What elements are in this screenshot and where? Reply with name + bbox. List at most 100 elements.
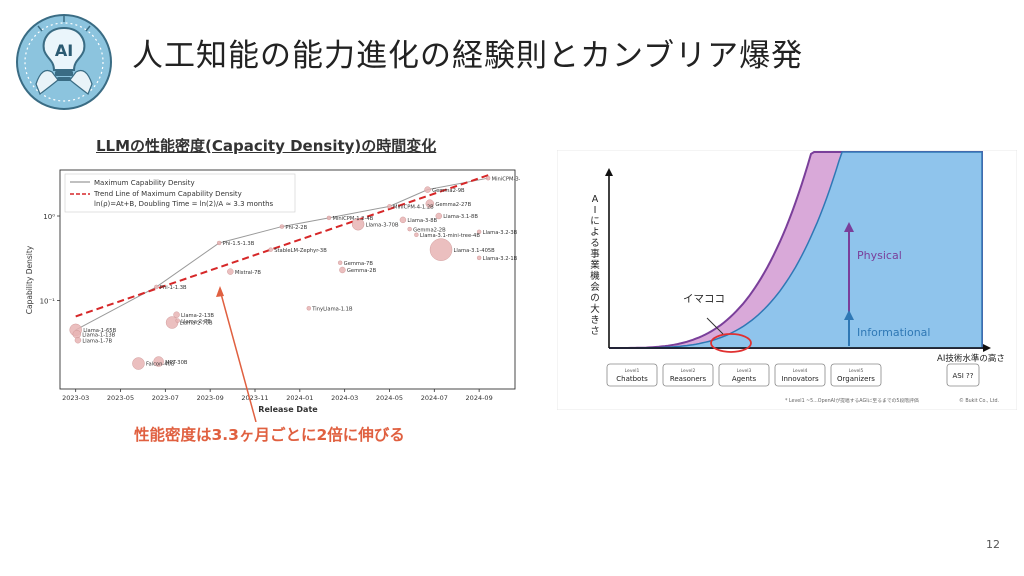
- level-name: Organizers: [837, 375, 875, 383]
- model-label: MiniCPM-1.2-4B: [332, 216, 373, 222]
- model-point: [175, 318, 180, 323]
- model-label: Llama-3.1-405B: [454, 248, 496, 254]
- here-now-pointer: [706, 317, 724, 335]
- informational-label: Informational: [857, 326, 930, 339]
- model-label: Llama-1-13B: [82, 332, 115, 338]
- y-tick-labels: 10⁻¹ 10⁰: [40, 213, 60, 306]
- level-number: Level5: [849, 368, 864, 374]
- model-point: [339, 266, 346, 274]
- model-point: [387, 204, 392, 209]
- page-number: 12: [986, 538, 1000, 551]
- model-point: [424, 186, 431, 193]
- level-name: ASI ??: [953, 372, 974, 380]
- lightbulb-icon: [42, 26, 86, 71]
- model-label: Phi-1.5-1.3B: [223, 241, 255, 247]
- model-point: [268, 247, 273, 252]
- level-name: Reasoners: [670, 375, 707, 383]
- left-chart-heading: LLMの性能密度(Capacity Density)の時間変化: [96, 137, 437, 155]
- footnote: * Level1 ~5...OpenAIが提唱するAGIに至るまでの5段階評価: [785, 397, 919, 404]
- level-name: Agents: [732, 375, 757, 383]
- model-point: [153, 356, 164, 367]
- y-axis-label-char: に: [590, 216, 600, 227]
- y-axis-label-char: 大: [590, 303, 600, 315]
- x-tick-label: 2023-03: [62, 394, 89, 402]
- caption-arrowhead: [216, 286, 224, 297]
- model-point: [351, 218, 365, 231]
- model-point: [399, 216, 407, 224]
- x-tick-label: 2023-05: [107, 394, 134, 402]
- level-number: Level3: [737, 368, 752, 374]
- x-tick-label: 2023-09: [197, 394, 224, 402]
- model-label: Mistral-7B: [235, 270, 262, 276]
- model-points: [69, 175, 491, 370]
- x-tick-label: 2023-11: [241, 394, 268, 402]
- model-label: Llama-3-70B: [366, 222, 399, 228]
- y-axis-label-char: の: [590, 293, 600, 304]
- ai-logo: AI: [16, 14, 112, 110]
- model-label: Falcon-40B: [146, 362, 175, 368]
- model-label: Llama-3.1-mini-tree-4B: [420, 233, 480, 239]
- y-axis-label-char: よ: [590, 227, 600, 238]
- model-label: Llama-3-8B: [407, 218, 437, 224]
- model-point: [279, 224, 285, 229]
- y-axis-label-char: さ: [590, 326, 600, 337]
- model-point: [74, 336, 82, 344]
- x-tick-label: 2024-07: [421, 394, 448, 402]
- model-point: [165, 316, 179, 329]
- level-number: Level2: [681, 368, 696, 374]
- informational-area: [609, 151, 983, 349]
- frontier-polyline: [75, 177, 489, 331]
- model-point: [72, 330, 82, 339]
- plot-frame: [59, 169, 516, 390]
- model-label: Llama-1-7B: [82, 338, 112, 344]
- here-now-label: イマココ: [683, 293, 725, 305]
- model-label: Gemma2-2B: [413, 227, 446, 233]
- model-label: MPT-30B: [165, 360, 188, 366]
- model-point: [429, 238, 453, 261]
- x-axis-label: AI技術水準の高さ: [937, 353, 1005, 364]
- y-axis-label-char: 機: [590, 270, 600, 282]
- y-tick-label: 10⁻¹: [40, 298, 56, 306]
- x-tick-labels: 2023-03 2023-05 2023-07 2023-09 2023-11 2024-…: [62, 389, 493, 402]
- level-number: Level1: [625, 368, 640, 374]
- model-point: [326, 215, 332, 221]
- x-tick-label: 2024-05: [376, 394, 403, 402]
- trend-dashed-line: [75, 173, 491, 318]
- model-label: Llama-2-70B: [180, 321, 213, 327]
- model-label: Llama-3.1-8B: [443, 214, 478, 220]
- model-point: [173, 311, 180, 318]
- level-name: Chatbots: [616, 375, 648, 383]
- legend-trend-formula: ln(ρ)=At+B, Doubling Time = ln(2)/A ≈ 3.…: [94, 200, 274, 208]
- model-point: [425, 199, 435, 208]
- model-point: [216, 240, 222, 246]
- model-label: Llama-1-65B: [83, 328, 116, 334]
- model-point: [485, 175, 491, 181]
- level-box-6: ASI ??: [946, 363, 980, 387]
- slide-title: 人工知能の能力進化の経験則とカンブリア爆発: [132, 38, 804, 74]
- model-label: Gemma2-9B: [432, 188, 465, 194]
- x-tick-label: 2024-09: [466, 394, 493, 402]
- model-label: Phi-1-1.3B: [160, 285, 187, 291]
- y-axis-label-char: き: [590, 315, 600, 326]
- model-point: [407, 226, 412, 232]
- y-axis-label-char: る: [590, 238, 600, 249]
- model-label: Llama-2-7B: [181, 319, 211, 325]
- frontier-line: [75, 177, 489, 331]
- model-point: [227, 268, 234, 275]
- model-label: Llama-3.2-3B: [483, 230, 518, 236]
- density-caption: 性能密度は3.3ヶ月ごとに2倍に伸びる: [134, 426, 405, 444]
- legend: Maximum Capability Density Trend Line of…: [64, 173, 296, 213]
- here-now-marker: [710, 333, 752, 353]
- x-tick-label: 2024-01: [286, 394, 313, 402]
- model-point: [435, 212, 442, 220]
- model-label: MiniCPM-3-4B: [492, 176, 520, 182]
- y-tick-label: 10⁰: [43, 213, 55, 221]
- model-point: [337, 260, 343, 265]
